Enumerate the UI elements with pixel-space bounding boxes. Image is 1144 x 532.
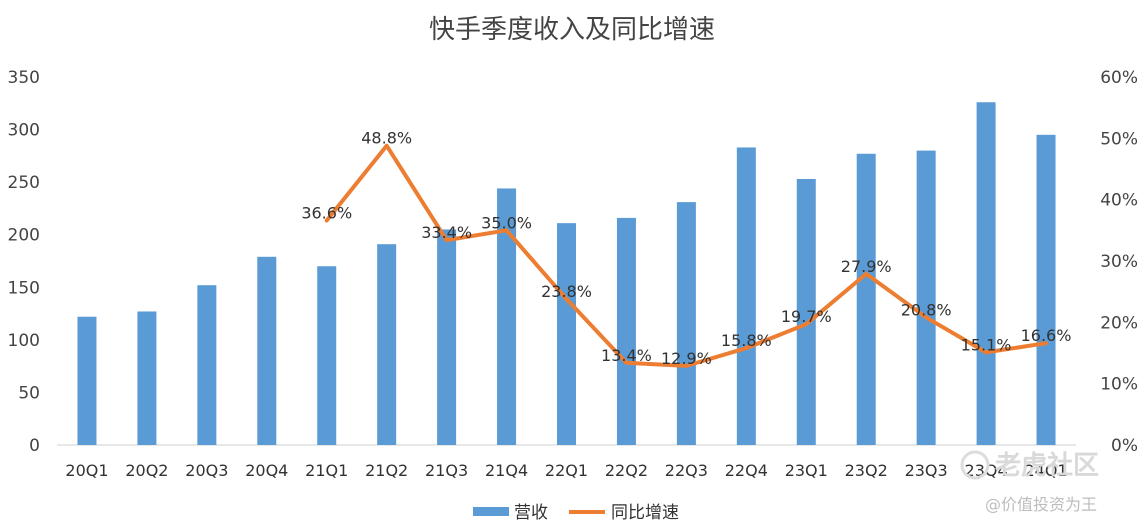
right-tick-label: 20% <box>1100 313 1138 333</box>
category-label: 22Q1 <box>545 461 588 480</box>
category-label: 21Q3 <box>425 461 468 480</box>
watermark: 老虎社区 @价值投资为王 <box>960 450 1099 514</box>
left-tick-label: 350 <box>8 68 40 88</box>
revenue-bar <box>1036 134 1056 446</box>
right-tick-label: 40% <box>1100 191 1138 211</box>
revenue-bar <box>317 266 337 445</box>
growth-data-labels: 36.6% 48.8% 33.4% 35.0% 23.8% 13.4% 12.9% 15.8%… <box>301 129 1071 368</box>
right-tick-label: 30% <box>1100 252 1138 272</box>
right-axis-ticks: 0% 10% 20% 30% 40% 50% 60% <box>1100 68 1138 456</box>
right-tick-label: 50% <box>1100 129 1138 149</box>
revenue-bar <box>557 223 576 445</box>
category-labels: 20Q1 20Q2 20Q3 20Q4 21Q1 21Q2 21Q3 21Q4 22Q1 22Q2… <box>65 461 1067 480</box>
left-tick-label: 150 <box>8 278 40 298</box>
revenue-bar <box>616 217 636 445</box>
growth-data-label: 48.8% <box>361 129 412 148</box>
right-tick-label: 10% <box>1100 375 1138 395</box>
left-tick-label: 0 <box>29 436 40 456</box>
revenue-bar <box>197 285 217 445</box>
growth-data-label: 20.8% <box>901 300 952 319</box>
revenue-bar <box>736 147 756 445</box>
revenue-bar <box>377 244 397 445</box>
tiger-logo-icon <box>960 450 990 480</box>
revenue-bar <box>796 178 816 445</box>
revenue-bar <box>257 256 277 445</box>
category-label: 20Q1 <box>65 461 108 480</box>
watermark-line2: @价值投资为王 <box>985 495 1097 514</box>
growth-data-label: 27.9% <box>841 257 892 276</box>
legend-label-revenue: 营收 <box>514 503 548 523</box>
left-tick-label: 300 <box>8 121 40 141</box>
revenue-bar <box>976 102 996 445</box>
revenue-bar <box>497 188 517 446</box>
growth-data-label: 36.6% <box>301 204 352 223</box>
category-label: 23Q3 <box>905 461 948 480</box>
growth-line-path <box>324 143 1049 368</box>
category-label: 22Q3 <box>665 461 708 480</box>
revenue-bar <box>916 150 936 445</box>
legend: 营收 同比增速 <box>473 503 679 523</box>
category-label: 23Q1 <box>785 461 828 480</box>
category-label: 23Q2 <box>845 461 888 480</box>
category-label: 21Q2 <box>365 461 408 480</box>
growth-data-label: 12.9% <box>661 349 712 368</box>
revenue-bar <box>77 316 97 445</box>
left-tick-label: 250 <box>8 173 40 193</box>
left-axis-ticks: 0 50 100 150 200 250 300 350 <box>8 68 40 456</box>
left-tick-label: 50 <box>18 383 40 403</box>
revenue-bar <box>437 229 457 445</box>
category-label: 20Q2 <box>125 461 168 480</box>
growth-data-label: 15.1% <box>961 335 1012 354</box>
category-label: 21Q4 <box>485 461 528 480</box>
category-label: 20Q4 <box>245 461 288 480</box>
growth-data-label: 16.6% <box>1021 326 1072 345</box>
growth-line <box>324 143 1049 368</box>
category-label: 21Q1 <box>305 461 348 480</box>
right-tick-label: 60% <box>1100 68 1138 88</box>
category-label: 20Q3 <box>185 461 228 480</box>
chart-title: 快手季度收入及同比增速 <box>429 15 715 45</box>
growth-data-label: 13.4% <box>601 346 652 365</box>
category-label: 22Q2 <box>605 461 648 480</box>
right-tick-label: 0% <box>1111 436 1138 456</box>
revenue-bar <box>137 311 157 445</box>
category-label: 24Q1 <box>1024 461 1067 480</box>
legend-label-growth: 同比增速 <box>611 503 679 523</box>
category-label: 22Q4 <box>725 461 768 480</box>
growth-data-label: 19.7% <box>781 307 832 326</box>
revenue-bars <box>77 102 1056 446</box>
growth-data-label: 35.0% <box>481 213 532 232</box>
growth-data-label: 15.8% <box>721 331 772 350</box>
left-tick-label: 100 <box>8 331 40 351</box>
legend-swatch-revenue <box>473 507 509 516</box>
growth-data-label: 23.8% <box>541 282 592 301</box>
left-tick-label: 200 <box>8 226 40 246</box>
growth-data-label: 33.4% <box>421 223 472 242</box>
watermark-line1: 老虎社区 <box>995 450 1099 481</box>
revenue-bar <box>676 202 696 445</box>
revenue-bar <box>856 153 876 446</box>
